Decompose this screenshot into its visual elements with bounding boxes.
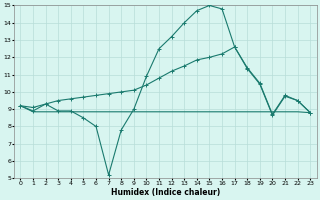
X-axis label: Humidex (Indice chaleur): Humidex (Indice chaleur) bbox=[111, 188, 220, 197]
